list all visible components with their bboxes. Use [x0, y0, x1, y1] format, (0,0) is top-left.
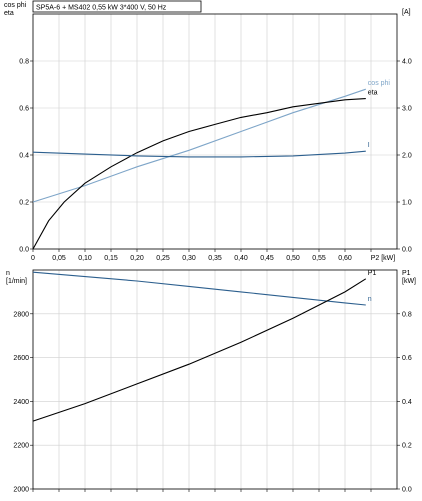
y-right-tick-label: 0.2	[402, 443, 412, 450]
chart-title: SP5A-6 + MS402 0,55 kW 3*400 V, 50 Hz	[36, 5, 167, 12]
x-tick-label: 0,35	[208, 255, 222, 262]
series-label-i: I	[368, 142, 370, 149]
y-left-tick-label: 2800	[13, 311, 29, 318]
y-right-tick-label: 4.0	[402, 59, 412, 66]
y-right-tick-label: 0.8	[402, 311, 412, 318]
x-tick-label: 0,60	[338, 255, 352, 262]
series-line-n	[32, 271, 366, 306]
y-right-axis-label: P1	[402, 270, 411, 277]
x-tick-label: 0,50	[286, 255, 300, 262]
y-left-tick-label: 0.8	[19, 59, 29, 66]
series-label-eta: eta	[368, 90, 378, 97]
series-line-cos-phi	[32, 88, 366, 203]
y-right-axis-label: [kW]	[402, 278, 416, 285]
y-right-tick-label: 1.0	[402, 200, 412, 207]
x-tick-label: 0,10	[78, 255, 92, 262]
y-left-axis-label: eta	[4, 10, 14, 17]
x-tick-label: 0,45	[260, 255, 274, 262]
y-right-tick-label: 0.0	[402, 247, 412, 254]
y-left-tick-label: 0.0	[19, 247, 29, 254]
x-tick-label: 0	[31, 255, 35, 262]
top-panel: 0 0,05 0,10 0,15 0,20 0,25 0,30 0,35 0,40 0,45 0,5…	[4, 2, 412, 262]
y-left-tick-label: 2200	[13, 443, 29, 450]
x-tick-label: 0,15	[104, 255, 118, 262]
y-left-tick-label: 0.2	[19, 200, 29, 207]
plot-frame	[32, 13, 398, 250]
y-left-axis-label: n	[6, 270, 10, 277]
series-label-p1: P1	[368, 270, 377, 277]
x-tick-label: 0,25	[156, 255, 170, 262]
series-label-cos-phi: cos phi	[368, 80, 391, 87]
y-right-tick-label: 0.4	[402, 399, 412, 406]
series-line-i	[32, 150, 366, 158]
series-line-eta	[32, 98, 366, 250]
y-right-tick-label: 0.6	[402, 355, 412, 362]
y-left-tick-label: 2600	[13, 355, 29, 362]
bottom-panel: 200022002400260028000.00.20.40.60.8n[1/m…	[6, 269, 416, 494]
y-left-tick-label: 0.4	[19, 153, 29, 160]
x-tick-label: 0,55	[312, 255, 326, 262]
x-tick-label: 0,05	[52, 255, 66, 262]
y-left-axis-label: cos phi	[4, 2, 27, 9]
y-left-tick-label: 0.6	[19, 106, 29, 113]
series-label-n: n	[368, 296, 372, 303]
y-right-tick-label: 0.0	[402, 487, 412, 494]
y-left-tick-label: 2400	[13, 399, 29, 406]
y-right-tick-label: 2.0	[402, 153, 412, 160]
x-axis-label: P2 [kW]	[371, 255, 396, 262]
title-box	[32, 0, 202, 13]
y-right-tick-label: 3.0	[402, 106, 412, 113]
series-line-p1	[32, 278, 367, 422]
plot-frame	[32, 269, 398, 490]
y-right-axis-label: [A]	[402, 9, 411, 16]
y-left-tick-label: 2000	[13, 487, 29, 494]
y-left-axis-label: [1/min]	[6, 278, 27, 285]
x-tick-label: 0,20	[130, 255, 144, 262]
x-tick-label: 0,30	[182, 255, 196, 262]
x-tick-label: 0,40	[234, 255, 248, 262]
